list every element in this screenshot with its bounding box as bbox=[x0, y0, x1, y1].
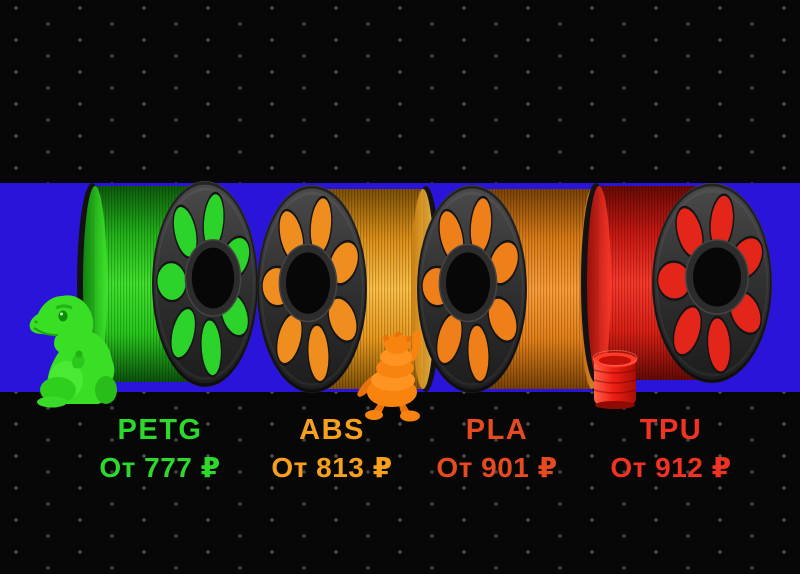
spool-layer bbox=[77, 181, 772, 393]
spool-flange-pla bbox=[417, 185, 527, 393]
dinosaur-tail bbox=[95, 376, 117, 404]
red-tpu-coil-print bbox=[592, 350, 638, 409]
spool-tpu bbox=[581, 183, 772, 383]
spool-abs bbox=[257, 185, 441, 393]
green-dinosaur-figurine bbox=[29, 295, 117, 408]
orange-monster-figurine bbox=[357, 330, 422, 422]
monster-head bbox=[384, 334, 410, 354]
monster-hand bbox=[412, 330, 422, 340]
dinosaur-mouth bbox=[33, 327, 59, 337]
spool-petg bbox=[77, 181, 258, 387]
figurines-layer bbox=[29, 295, 638, 422]
dinosaur-eye bbox=[58, 310, 68, 322]
